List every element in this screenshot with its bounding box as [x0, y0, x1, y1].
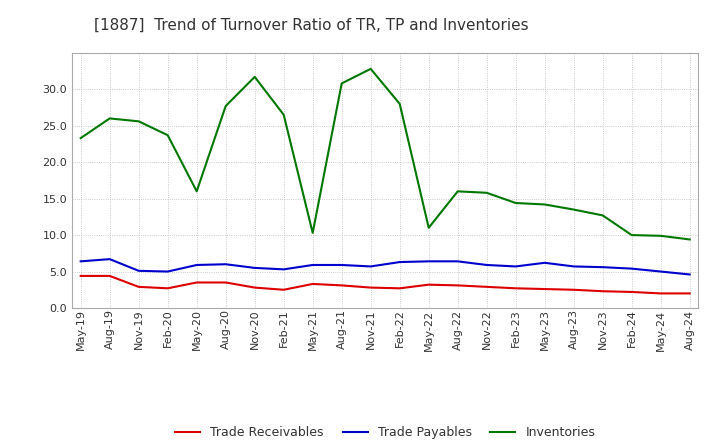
Trade Payables — [570, 264, 578, 269]
Inventories — [366, 66, 375, 71]
Inventories — [192, 189, 201, 194]
Trade Payables — [424, 259, 433, 264]
Trade Receivables — [570, 287, 578, 293]
Trade Payables — [135, 268, 143, 273]
Inventories — [541, 202, 549, 207]
Trade Payables — [541, 260, 549, 265]
Trade Receivables — [221, 280, 230, 285]
Line: Inventories: Inventories — [81, 69, 690, 239]
Trade Receivables — [279, 287, 288, 293]
Trade Payables — [192, 262, 201, 268]
Inventories — [105, 116, 114, 121]
Trade Receivables — [338, 283, 346, 288]
Inventories — [685, 237, 694, 242]
Trade Receivables — [308, 281, 317, 286]
Trade Receivables — [135, 284, 143, 290]
Trade Payables — [685, 272, 694, 277]
Inventories — [598, 213, 607, 218]
Trade Receivables — [395, 286, 404, 291]
Trade Receivables — [598, 289, 607, 294]
Inventories — [511, 200, 520, 205]
Text: [1887]  Trend of Turnover Ratio of TR, TP and Inventories: [1887] Trend of Turnover Ratio of TR, TP… — [94, 18, 528, 33]
Inventories — [395, 101, 404, 106]
Trade Receivables — [251, 285, 259, 290]
Trade Receivables — [454, 283, 462, 288]
Trade Receivables — [163, 286, 172, 291]
Trade Payables — [251, 265, 259, 271]
Trade Payables — [221, 262, 230, 267]
Trade Payables — [76, 259, 85, 264]
Trade Payables — [163, 269, 172, 274]
Inventories — [627, 232, 636, 238]
Inventories — [251, 74, 259, 80]
Trade Receivables — [627, 290, 636, 295]
Trade Payables — [395, 260, 404, 265]
Trade Receivables — [366, 285, 375, 290]
Trade Payables — [657, 269, 665, 274]
Trade Receivables — [192, 280, 201, 285]
Inventories — [454, 189, 462, 194]
Trade Payables — [338, 262, 346, 268]
Trade Receivables — [424, 282, 433, 287]
Inventories — [657, 233, 665, 238]
Inventories — [424, 225, 433, 231]
Trade Payables — [482, 262, 491, 268]
Legend: Trade Receivables, Trade Payables, Inventories: Trade Receivables, Trade Payables, Inven… — [170, 422, 600, 440]
Trade Receivables — [657, 291, 665, 296]
Trade Receivables — [76, 273, 85, 279]
Trade Receivables — [541, 286, 549, 292]
Inventories — [570, 207, 578, 212]
Trade Payables — [279, 267, 288, 272]
Line: Trade Payables: Trade Payables — [81, 259, 690, 275]
Trade Payables — [627, 266, 636, 271]
Trade Payables — [598, 264, 607, 270]
Inventories — [221, 103, 230, 109]
Inventories — [308, 230, 317, 235]
Inventories — [135, 119, 143, 124]
Inventories — [163, 132, 172, 138]
Inventories — [338, 81, 346, 86]
Trade Payables — [308, 262, 317, 268]
Trade Payables — [454, 259, 462, 264]
Trade Receivables — [685, 291, 694, 296]
Trade Receivables — [105, 273, 114, 279]
Trade Payables — [511, 264, 520, 269]
Trade Payables — [105, 257, 114, 262]
Inventories — [482, 190, 491, 195]
Line: Trade Receivables: Trade Receivables — [81, 276, 690, 293]
Trade Receivables — [482, 284, 491, 290]
Trade Payables — [366, 264, 375, 269]
Trade Receivables — [511, 286, 520, 291]
Inventories — [279, 112, 288, 117]
Inventories — [76, 136, 85, 141]
